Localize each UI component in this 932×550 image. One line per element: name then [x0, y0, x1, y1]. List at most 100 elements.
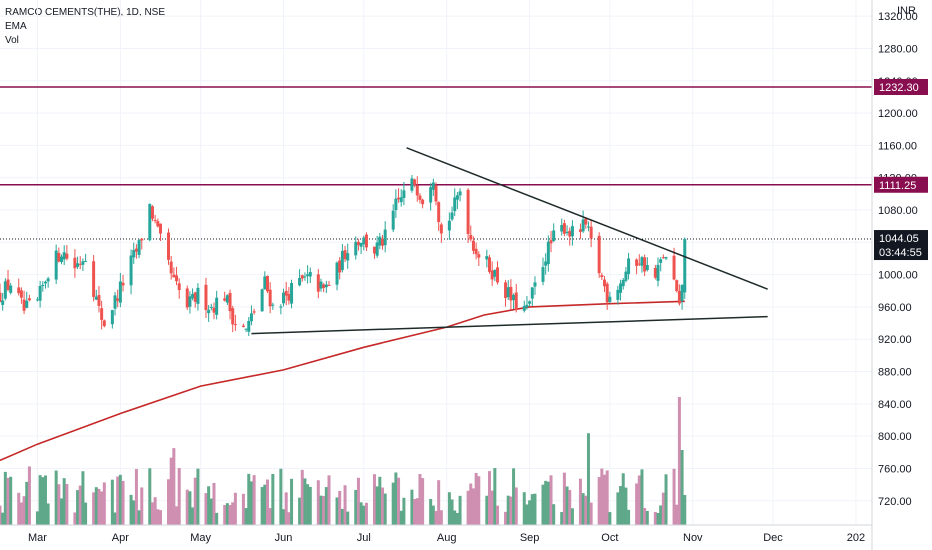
price-tick-label: 880.00: [878, 367, 912, 379]
volume-bar: [541, 484, 545, 525]
volume-indicator-label[interactable]: Vol: [5, 35, 19, 46]
volume-bar: [158, 510, 162, 525]
candle-body: [541, 267, 545, 282]
candle: [316, 269, 320, 299]
candle-body: [586, 226, 590, 228]
time-tick-label: Nov: [683, 532, 703, 544]
candle: [552, 223, 556, 243]
volume-bar: [528, 500, 532, 525]
price-tags: 1044.05 03:44:55: [874, 230, 928, 261]
candle-body: [46, 278, 50, 282]
candle: [340, 243, 344, 273]
candle: [578, 223, 582, 239]
symbol-title[interactable]: RAMCO CEMENTS(THE), 1D, NSE: [5, 7, 166, 18]
candle-body: [191, 293, 195, 299]
candle: [54, 244, 58, 284]
volume-bar: [121, 480, 125, 525]
candle-body: [57, 252, 61, 262]
volume-bar: [41, 477, 45, 525]
candle: [589, 219, 593, 248]
price-axis[interactable]: INR 720.00 760.00 800.00 840.00 880.00 920.00…: [871, 0, 932, 550]
candle: [263, 271, 267, 290]
candle-body: [279, 306, 283, 308]
volume-bar: [76, 490, 80, 525]
candle-body: [25, 300, 29, 308]
candle: [3, 278, 7, 301]
candle-body: [94, 296, 98, 300]
candle-body: [415, 185, 419, 196]
candle: [169, 256, 173, 280]
time-axis[interactable]: Mar Apr May Jun Jul Aug Sep Oct Nov Dec 202: [0, 524, 872, 544]
volume-bar: [624, 487, 628, 525]
candle-body: [132, 249, 136, 258]
volume-bar: [490, 490, 494, 525]
candle: [565, 225, 569, 236]
candle: [664, 256, 668, 261]
candle: [57, 247, 61, 263]
candle-body: [263, 276, 267, 290]
volume-bar: [605, 470, 609, 525]
volume-bar: [346, 511, 350, 525]
volume-bar: [364, 502, 368, 525]
volume-bar: [383, 493, 387, 525]
candle-body: [624, 271, 628, 281]
candle-body: [664, 257, 668, 259]
volume-bar: [664, 474, 668, 525]
candle-body: [506, 287, 510, 298]
candle: [546, 235, 550, 272]
candle: [627, 252, 631, 280]
candle-body: [578, 229, 582, 232]
candle-body: [78, 263, 82, 265]
time-tick-label: Dec: [763, 532, 783, 544]
trendlines: [251, 147, 768, 335]
candle: [233, 314, 237, 331]
candle: [271, 302, 275, 310]
volume-bar: [3, 471, 7, 525]
candle: [487, 254, 491, 274]
candle: [73, 249, 77, 278]
candle-body: [394, 198, 398, 211]
volume-bar: [140, 487, 144, 525]
candle: [60, 254, 64, 265]
volume-bar: [244, 508, 248, 525]
candle-body: [118, 281, 122, 303]
volume-bar: [496, 505, 500, 525]
candle-body: [76, 263, 80, 267]
candle-body: [228, 292, 232, 312]
candle: [493, 269, 497, 282]
candle-body: [260, 289, 264, 312]
candle: [504, 279, 508, 307]
candle-body: [589, 226, 593, 239]
candle-body: [73, 257, 77, 269]
candle-body: [466, 189, 470, 235]
candle-body: [562, 223, 566, 234]
volume-bar: [546, 481, 550, 525]
candle-body: [92, 261, 96, 297]
candle-body: [172, 274, 176, 278]
candle-body: [1, 300, 5, 305]
candle: [619, 279, 623, 301]
candle: [279, 304, 283, 315]
volume-bar: [185, 489, 189, 525]
candle-body: [212, 307, 216, 313]
candle-body: [570, 226, 574, 237]
volume-bar: [204, 493, 208, 525]
candle-body: [282, 292, 286, 304]
volume-bar: [600, 468, 604, 525]
candle: [640, 255, 644, 273]
candle-body: [290, 282, 294, 304]
candle-body: [175, 275, 179, 282]
volume-bar: [562, 472, 566, 525]
time-tick-label: May: [190, 532, 211, 544]
volume-bar: [597, 477, 601, 525]
candle: [621, 278, 625, 290]
price-tick-label: 800.00: [878, 431, 912, 443]
candle-body: [324, 284, 328, 288]
candle: [372, 246, 376, 259]
candle: [225, 294, 229, 306]
ema-indicator-label[interactable]: EMA: [5, 21, 27, 32]
candle: [522, 300, 526, 313]
candle: [177, 278, 181, 299]
candle-body: [150, 206, 154, 219]
